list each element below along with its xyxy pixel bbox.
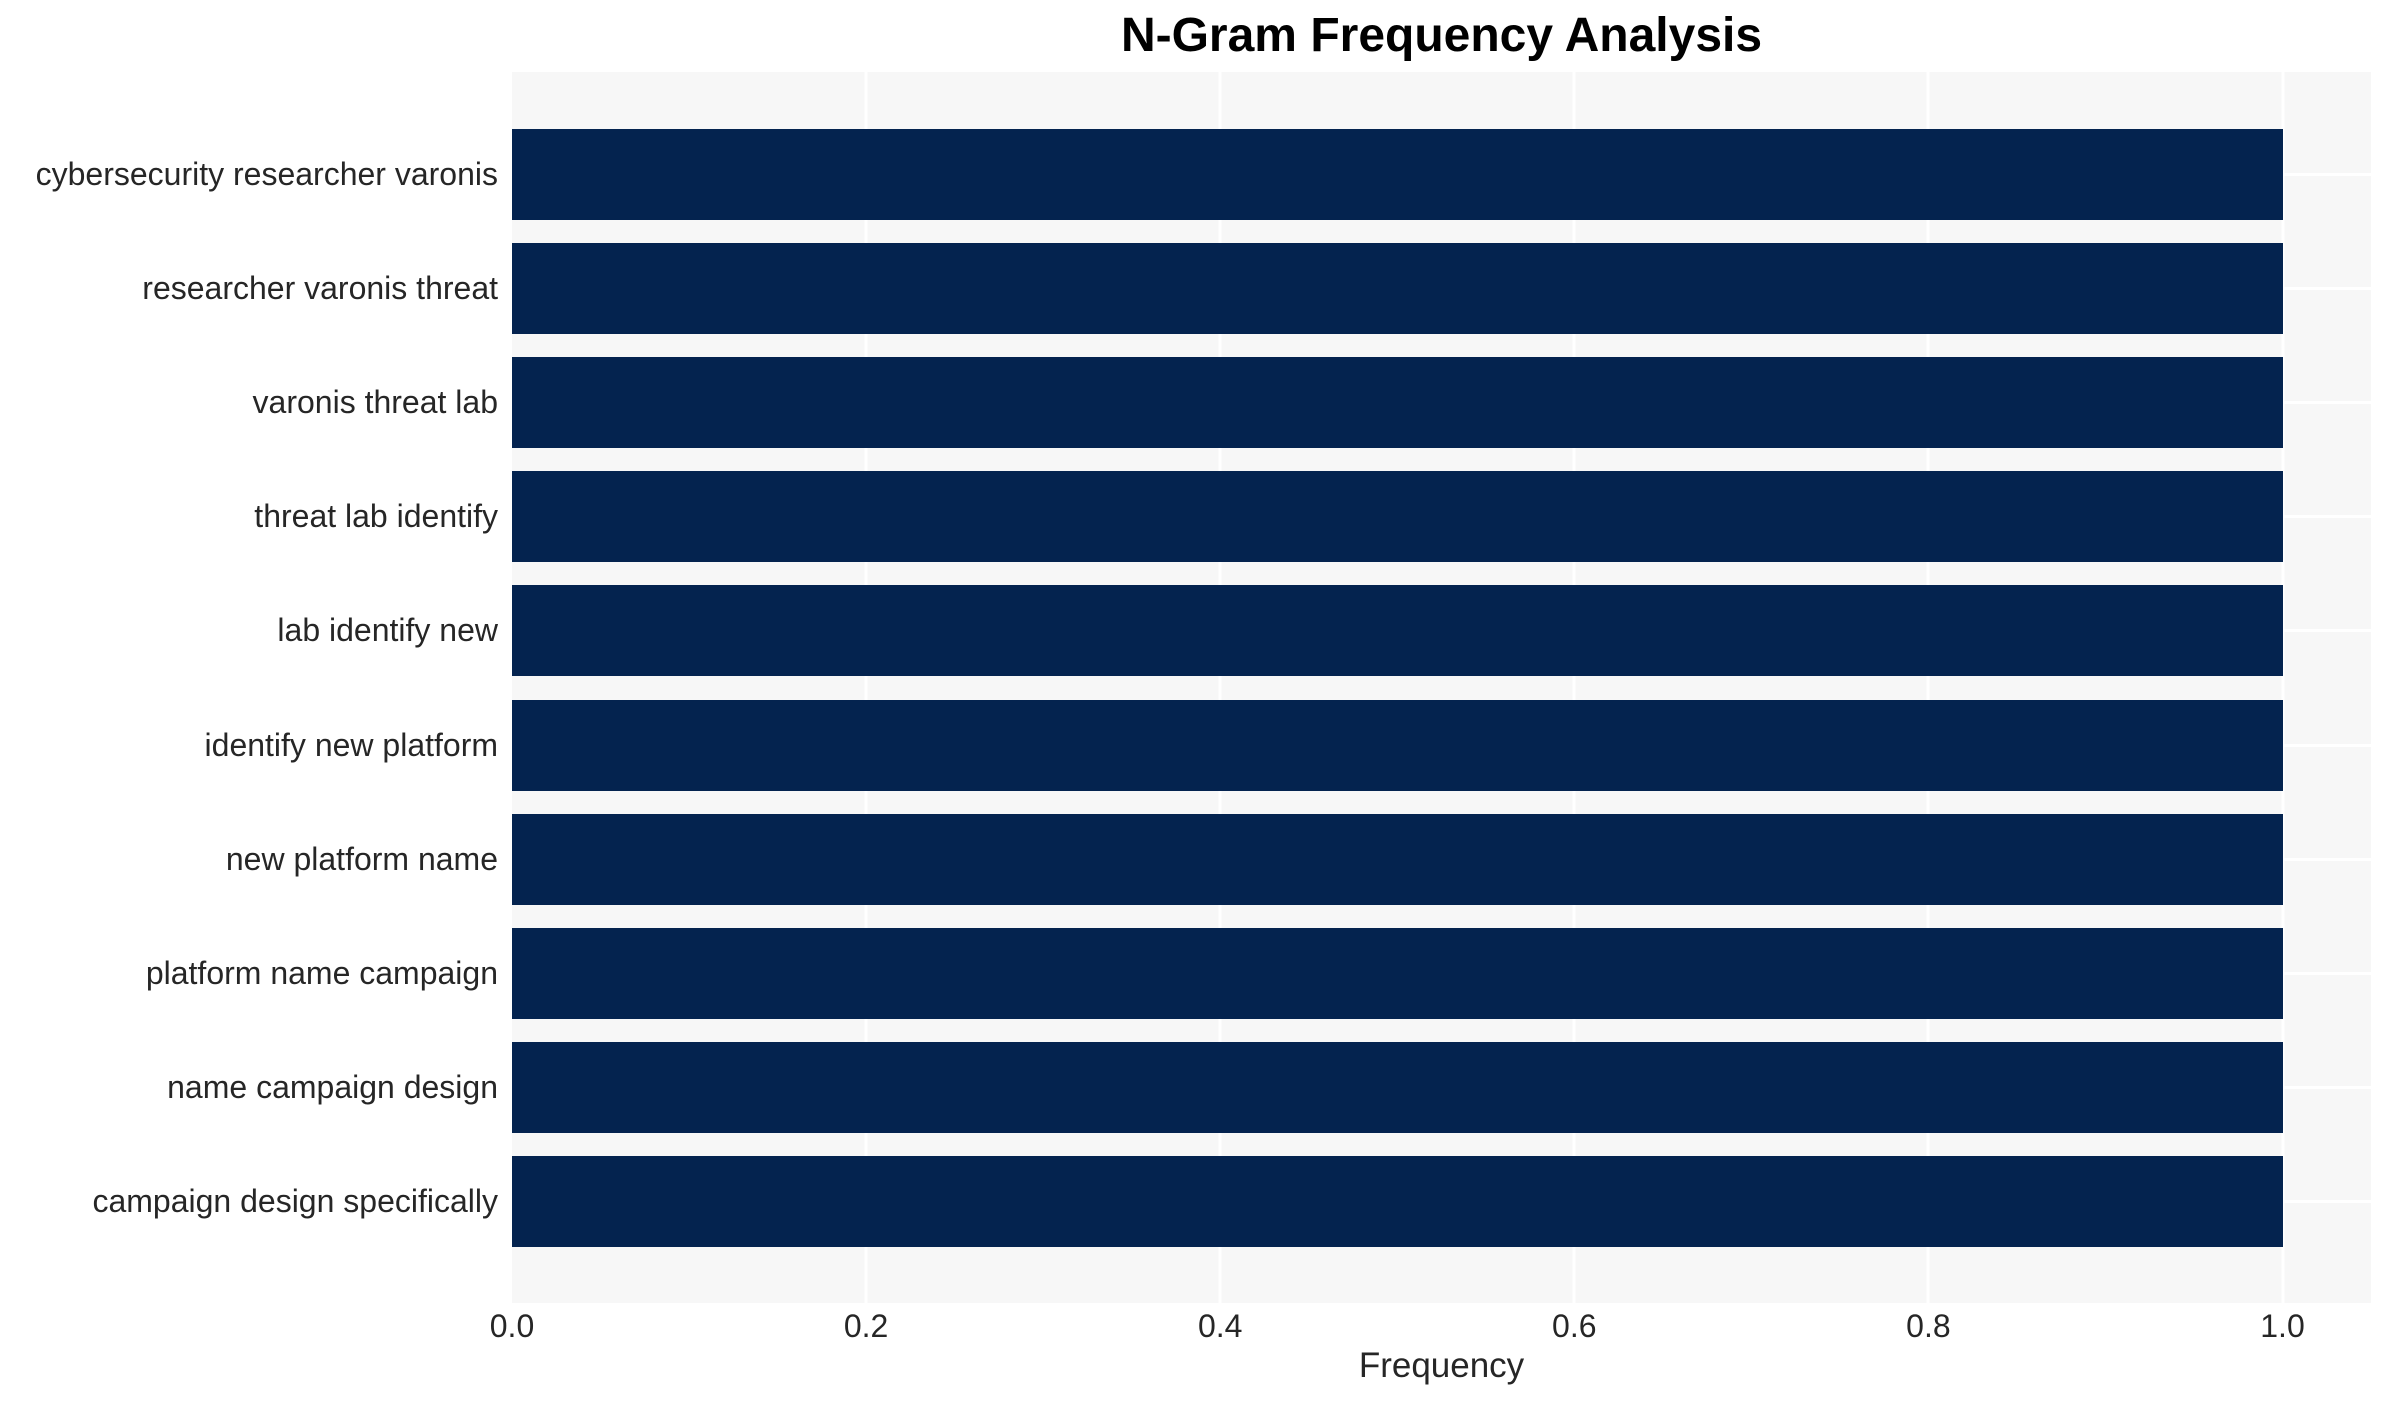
gridline-vertical — [1572, 72, 1576, 1303]
bar — [512, 1042, 2283, 1134]
bar — [512, 356, 2283, 448]
x-tick-label: 0.6 — [1552, 1308, 1597, 1344]
bar — [512, 928, 2283, 1020]
gridline-vertical — [1218, 72, 1222, 1303]
bar — [512, 1156, 2283, 1248]
bar — [512, 242, 2283, 334]
y-tick-label: threat lab identify — [254, 498, 498, 535]
bar — [512, 471, 2283, 563]
y-tick-label: platform name campaign — [145, 955, 498, 992]
gridline-vertical — [1926, 72, 1930, 1303]
x-tick-label: 0.4 — [1197, 1308, 1243, 1344]
y-tick-label: campaign design specifically — [92, 1183, 498, 1220]
x-tick-label: 0.2 — [843, 1308, 889, 1344]
y-tick-label: varonis threat lab — [252, 383, 498, 420]
y-axis-labels: cybersecurity researcher varonis research… — [0, 0, 498, 1402]
bar — [512, 699, 2283, 791]
x-tick-label: 1.0 — [2260, 1308, 2305, 1344]
chart-title: N-Gram Frequency Analysis — [1120, 9, 1763, 62]
x-axis-label: Frequency — [1358, 1346, 1525, 1385]
bar — [512, 128, 2283, 220]
x-tick-label: 0.8 — [1906, 1308, 1951, 1344]
gridline-vertical — [864, 72, 868, 1303]
y-tick-label: new platform name — [225, 840, 498, 877]
y-tick-label: lab identify new — [277, 612, 498, 649]
y-tick-label: identify new platform — [204, 726, 498, 763]
gridline-vertical — [2281, 72, 2284, 1303]
y-tick-label: name campaign design — [167, 1069, 498, 1106]
bar — [512, 813, 2283, 905]
bar — [512, 585, 2283, 677]
plot-area — [512, 72, 2371, 1303]
y-tick-label: cybersecurity researcher varonis — [35, 155, 498, 192]
y-tick-label: researcher varonis threat — [142, 269, 498, 306]
